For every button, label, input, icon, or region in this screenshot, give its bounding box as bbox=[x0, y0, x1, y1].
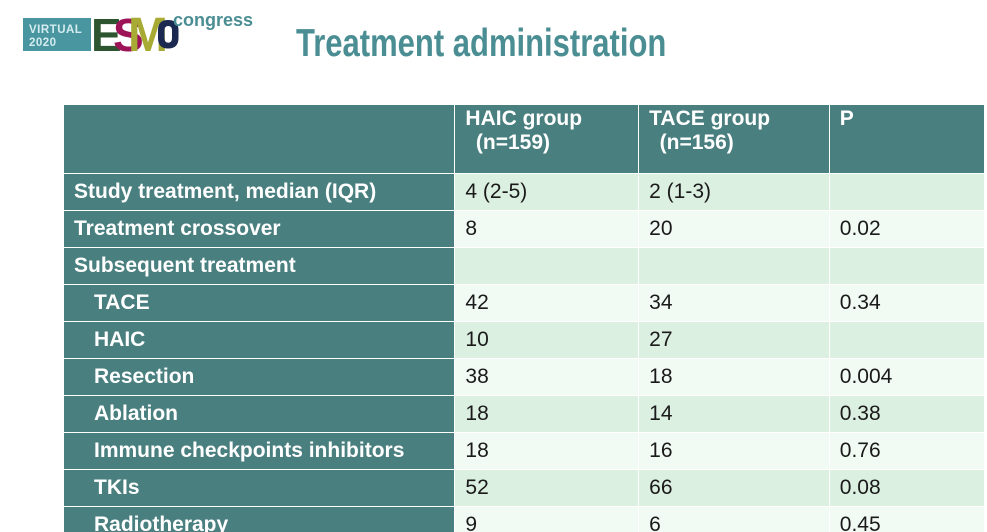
svg-text:2020: 2020 bbox=[29, 37, 57, 49]
svg-text:congress: congress bbox=[173, 10, 253, 30]
svg-text:VIRTUAL: VIRTUAL bbox=[29, 24, 82, 36]
